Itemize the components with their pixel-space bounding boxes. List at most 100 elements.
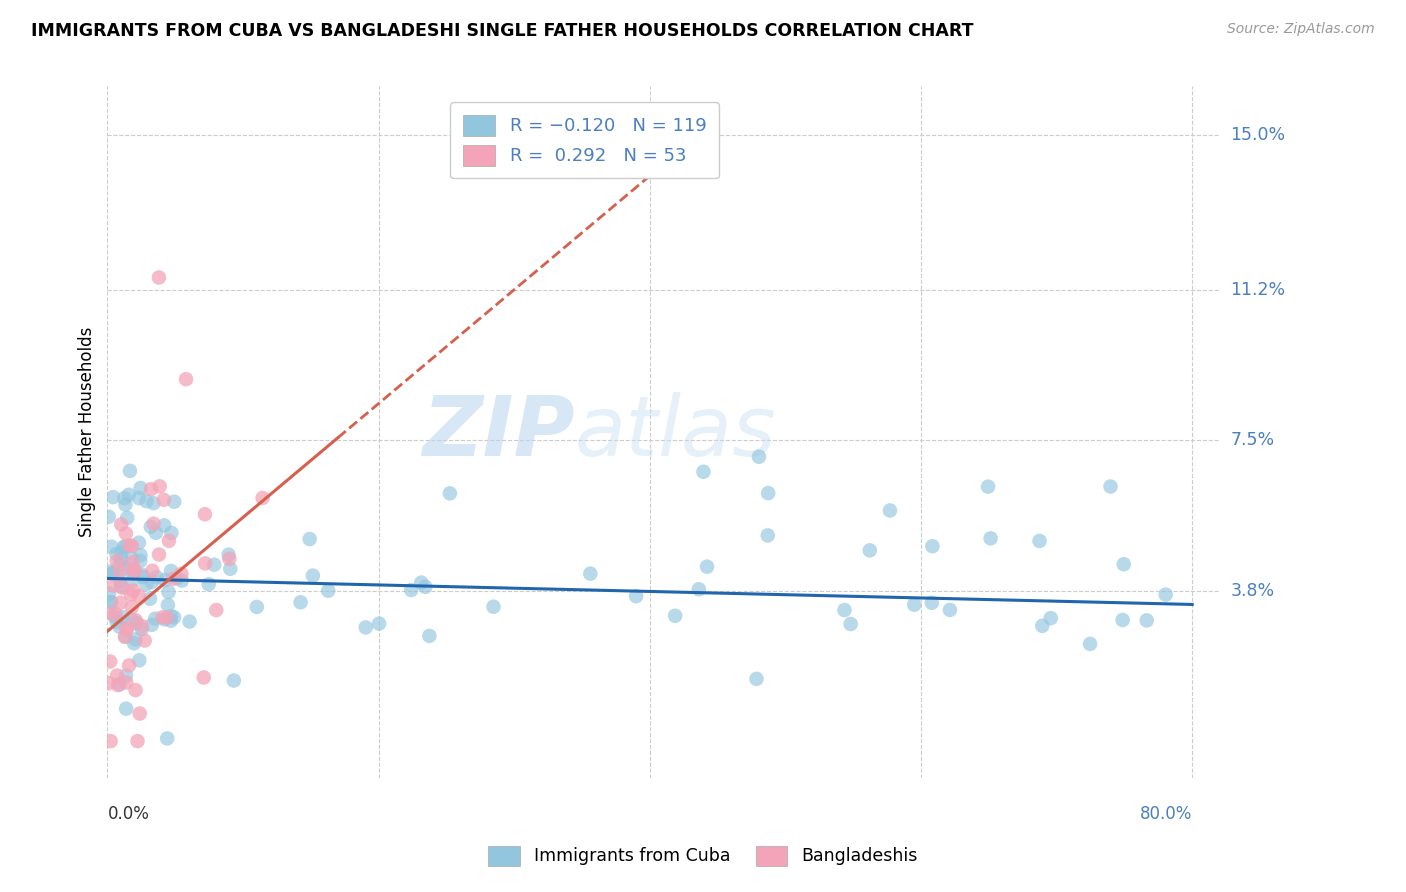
Point — [1112, 558, 1135, 572]
Point — [145, 570, 167, 584]
Point — [1028, 533, 1050, 548]
Point — [115, 622, 138, 636]
Text: 80.0%: 80.0% — [1140, 805, 1192, 823]
Point — [921, 539, 943, 553]
Text: 0.0%: 0.0% — [107, 805, 149, 823]
Point — [100, 734, 122, 748]
Point — [101, 566, 124, 581]
Point — [112, 491, 135, 505]
Point — [166, 571, 188, 585]
Point — [125, 616, 148, 631]
Point — [108, 558, 131, 573]
Text: IMMIGRANTS FROM CUBA VS BANGLADESHI SINGLE FATHER HOUSEHOLDS CORRELATION CHART: IMMIGRANTS FROM CUBA VS BANGLADESHI SING… — [31, 22, 973, 40]
Point — [110, 545, 132, 559]
Text: atlas: atlas — [575, 392, 776, 473]
Point — [194, 508, 217, 522]
Point — [128, 589, 150, 603]
Point — [139, 482, 162, 496]
Point — [122, 563, 145, 577]
Point — [108, 564, 131, 578]
Point — [105, 547, 128, 561]
Point — [105, 668, 128, 682]
Point — [125, 632, 148, 647]
Point — [153, 492, 176, 507]
Point — [903, 598, 925, 612]
Point — [688, 582, 710, 597]
Point — [122, 583, 145, 598]
Point — [118, 538, 141, 552]
Point — [110, 580, 132, 594]
Point — [939, 603, 962, 617]
Point — [127, 734, 149, 748]
Point — [107, 678, 129, 692]
Point — [114, 561, 136, 575]
Point — [163, 494, 186, 508]
Point — [115, 526, 138, 541]
Point — [118, 488, 141, 502]
Point — [1099, 479, 1122, 493]
Point — [128, 535, 150, 549]
Point — [128, 653, 150, 667]
Point — [1078, 637, 1101, 651]
Point — [302, 568, 325, 582]
Point — [101, 490, 124, 504]
Point — [100, 540, 122, 554]
Point — [141, 564, 163, 578]
Point — [142, 496, 165, 510]
Point — [114, 630, 136, 644]
Point — [157, 585, 180, 599]
Point — [156, 610, 179, 624]
Point — [129, 548, 152, 562]
Point — [162, 572, 184, 586]
Point — [834, 603, 856, 617]
Point — [411, 575, 433, 590]
Point — [118, 464, 141, 478]
Point — [153, 612, 176, 626]
Point — [756, 528, 779, 542]
Point — [115, 675, 138, 690]
Point — [111, 581, 134, 595]
Point — [579, 566, 602, 581]
Point — [105, 554, 128, 568]
Point — [745, 672, 768, 686]
Point — [921, 596, 943, 610]
Point — [131, 568, 153, 582]
Point — [439, 486, 461, 500]
Point — [128, 491, 150, 505]
Point — [128, 706, 150, 721]
Point — [839, 617, 862, 632]
Point — [174, 372, 197, 386]
Point — [124, 683, 146, 698]
Text: 3.8%: 3.8% — [1230, 582, 1275, 599]
Point — [110, 517, 132, 532]
Point — [696, 559, 718, 574]
Point — [121, 555, 143, 569]
Point — [197, 577, 219, 591]
Point — [153, 518, 176, 533]
Point — [111, 610, 134, 624]
Point — [135, 494, 157, 508]
Point — [170, 566, 193, 581]
Point — [100, 595, 122, 609]
Point — [859, 543, 882, 558]
Point — [977, 480, 1000, 494]
Point — [368, 616, 391, 631]
Point — [132, 570, 155, 584]
Text: 7.5%: 7.5% — [1230, 431, 1275, 450]
Legend: Immigrants from Cuba, Bangladeshis: Immigrants from Cuba, Bangladeshis — [481, 838, 925, 872]
Point — [1031, 619, 1053, 633]
Point — [121, 551, 143, 566]
Point — [418, 629, 440, 643]
Text: ZIP: ZIP — [422, 392, 575, 473]
Point — [156, 598, 179, 612]
Point — [124, 613, 146, 627]
Point — [122, 566, 145, 581]
Point — [163, 610, 186, 624]
Point — [354, 620, 377, 634]
Legend: R = −0.120   N = 119, R =  0.292   N = 53: R = −0.120 N = 119, R = 0.292 N = 53 — [450, 103, 718, 178]
Text: Source: ZipAtlas.com: Source: ZipAtlas.com — [1227, 22, 1375, 37]
Point — [131, 622, 153, 636]
Point — [134, 633, 156, 648]
Point — [115, 623, 138, 637]
Point — [1136, 613, 1159, 627]
